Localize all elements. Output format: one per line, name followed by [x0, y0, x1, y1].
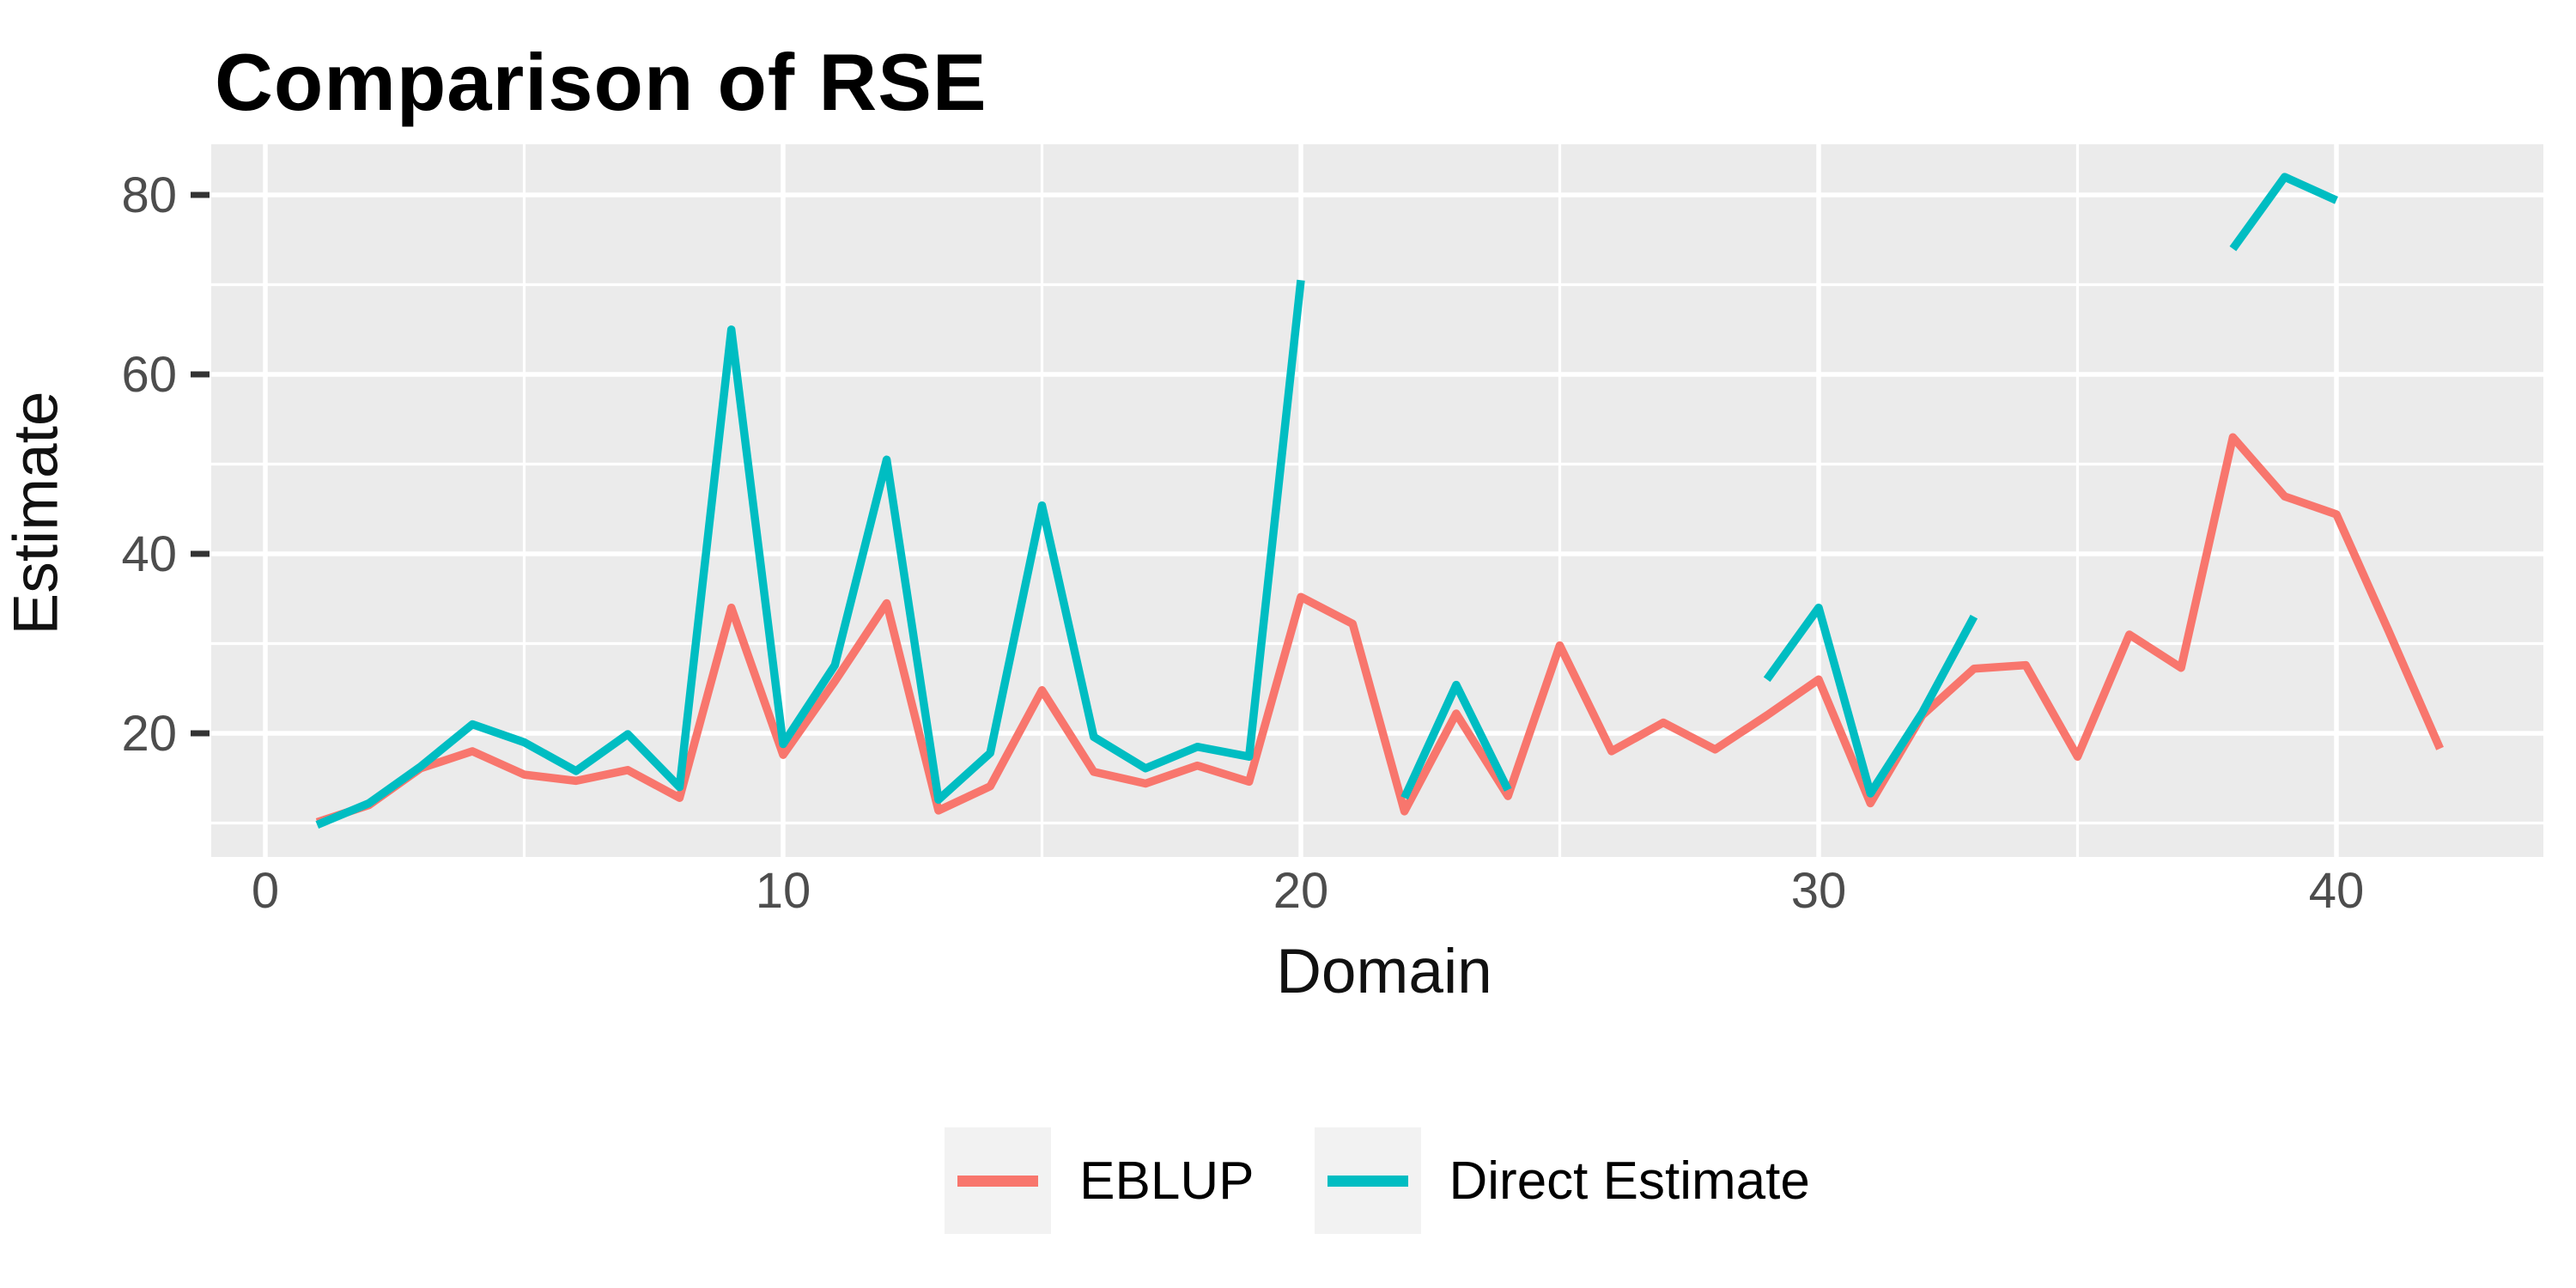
x-tick-label: 30 [1791, 863, 1847, 919]
y-tick-label: 20 [121, 706, 177, 762]
legend-key-direct-estimate [1314, 1127, 1421, 1234]
y-tick-label: 60 [121, 347, 177, 403]
legend-label-eblup: EBLUP [1079, 1151, 1255, 1211]
x-tick-label: 10 [756, 863, 811, 919]
chart-title: Comparison of RSE [215, 37, 987, 127]
series-line-direct-estimate [315, 173, 2338, 829]
panel-background [211, 144, 2543, 857]
legend: EBLUP Direct Estimate [211, 1127, 2543, 1235]
y-tick-label: 40 [121, 526, 177, 582]
legend-label-direct-estimate: Direct Estimate [1449, 1151, 1810, 1211]
legend-key-eblup [945, 1127, 1052, 1234]
x-axis-title: Domain [1276, 937, 1492, 1006]
direct-estimate-line-swatch-icon [1327, 1175, 1408, 1187]
y-axis-title: Estimate [1, 391, 71, 635]
eblup-line-swatch-icon [957, 1175, 1039, 1187]
x-tick-label: 20 [1273, 863, 1329, 919]
y-tick-label: 80 [121, 167, 177, 223]
series-line-eblup [315, 433, 2444, 827]
x-tick-label: 40 [2309, 863, 2365, 919]
x-tick-label: 0 [252, 863, 279, 919]
